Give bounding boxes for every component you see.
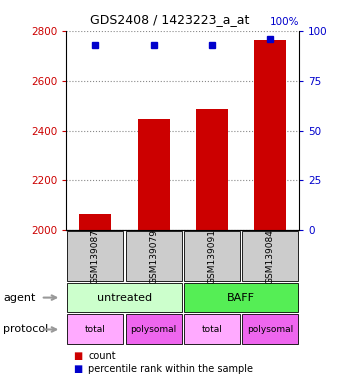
Text: GSM139087: GSM139087 [91,229,100,284]
Text: total: total [85,325,106,334]
Bar [242,232,298,281]
Bar [184,314,240,344]
Bar [126,232,182,281]
Text: polysomal: polysomal [247,325,293,334]
Bar [254,40,286,230]
Text: BAFF: BAFF [227,293,255,303]
Bar [126,314,182,344]
Bar [138,119,170,230]
Bar [184,283,298,312]
Bar [67,314,123,344]
Bar [196,109,228,230]
Bar [67,232,123,281]
Bar [242,314,298,344]
Text: 100%: 100% [270,17,299,27]
Bar [80,214,112,230]
Text: total: total [201,325,222,334]
Text: protocol: protocol [3,324,49,334]
Text: agent: agent [3,293,36,303]
Text: percentile rank within the sample: percentile rank within the sample [88,364,253,374]
Text: GSM139084: GSM139084 [266,229,275,284]
Text: polysomal: polysomal [131,325,177,334]
Text: ■: ■ [73,364,82,374]
Text: untreated: untreated [97,293,152,303]
Text: count: count [88,351,116,361]
Text: GDS2408 / 1423223_a_at: GDS2408 / 1423223_a_at [90,13,250,26]
Text: ■: ■ [73,351,82,361]
Text: GSM139079: GSM139079 [149,229,158,284]
Bar [184,232,240,281]
Text: GSM139091: GSM139091 [207,229,216,284]
Bar [67,283,182,312]
